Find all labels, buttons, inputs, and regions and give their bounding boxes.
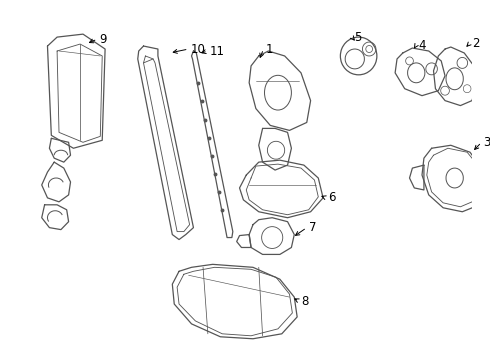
- Text: 8: 8: [301, 294, 308, 307]
- Text: 9: 9: [99, 33, 107, 46]
- Text: 11: 11: [210, 45, 225, 58]
- Text: 3: 3: [484, 136, 490, 149]
- Text: 5: 5: [354, 31, 361, 44]
- Text: 2: 2: [472, 37, 479, 50]
- Text: 6: 6: [328, 192, 335, 204]
- Text: 4: 4: [418, 39, 426, 51]
- Text: 1: 1: [266, 42, 273, 55]
- Text: 10: 10: [191, 42, 205, 55]
- Text: 7: 7: [309, 221, 316, 234]
